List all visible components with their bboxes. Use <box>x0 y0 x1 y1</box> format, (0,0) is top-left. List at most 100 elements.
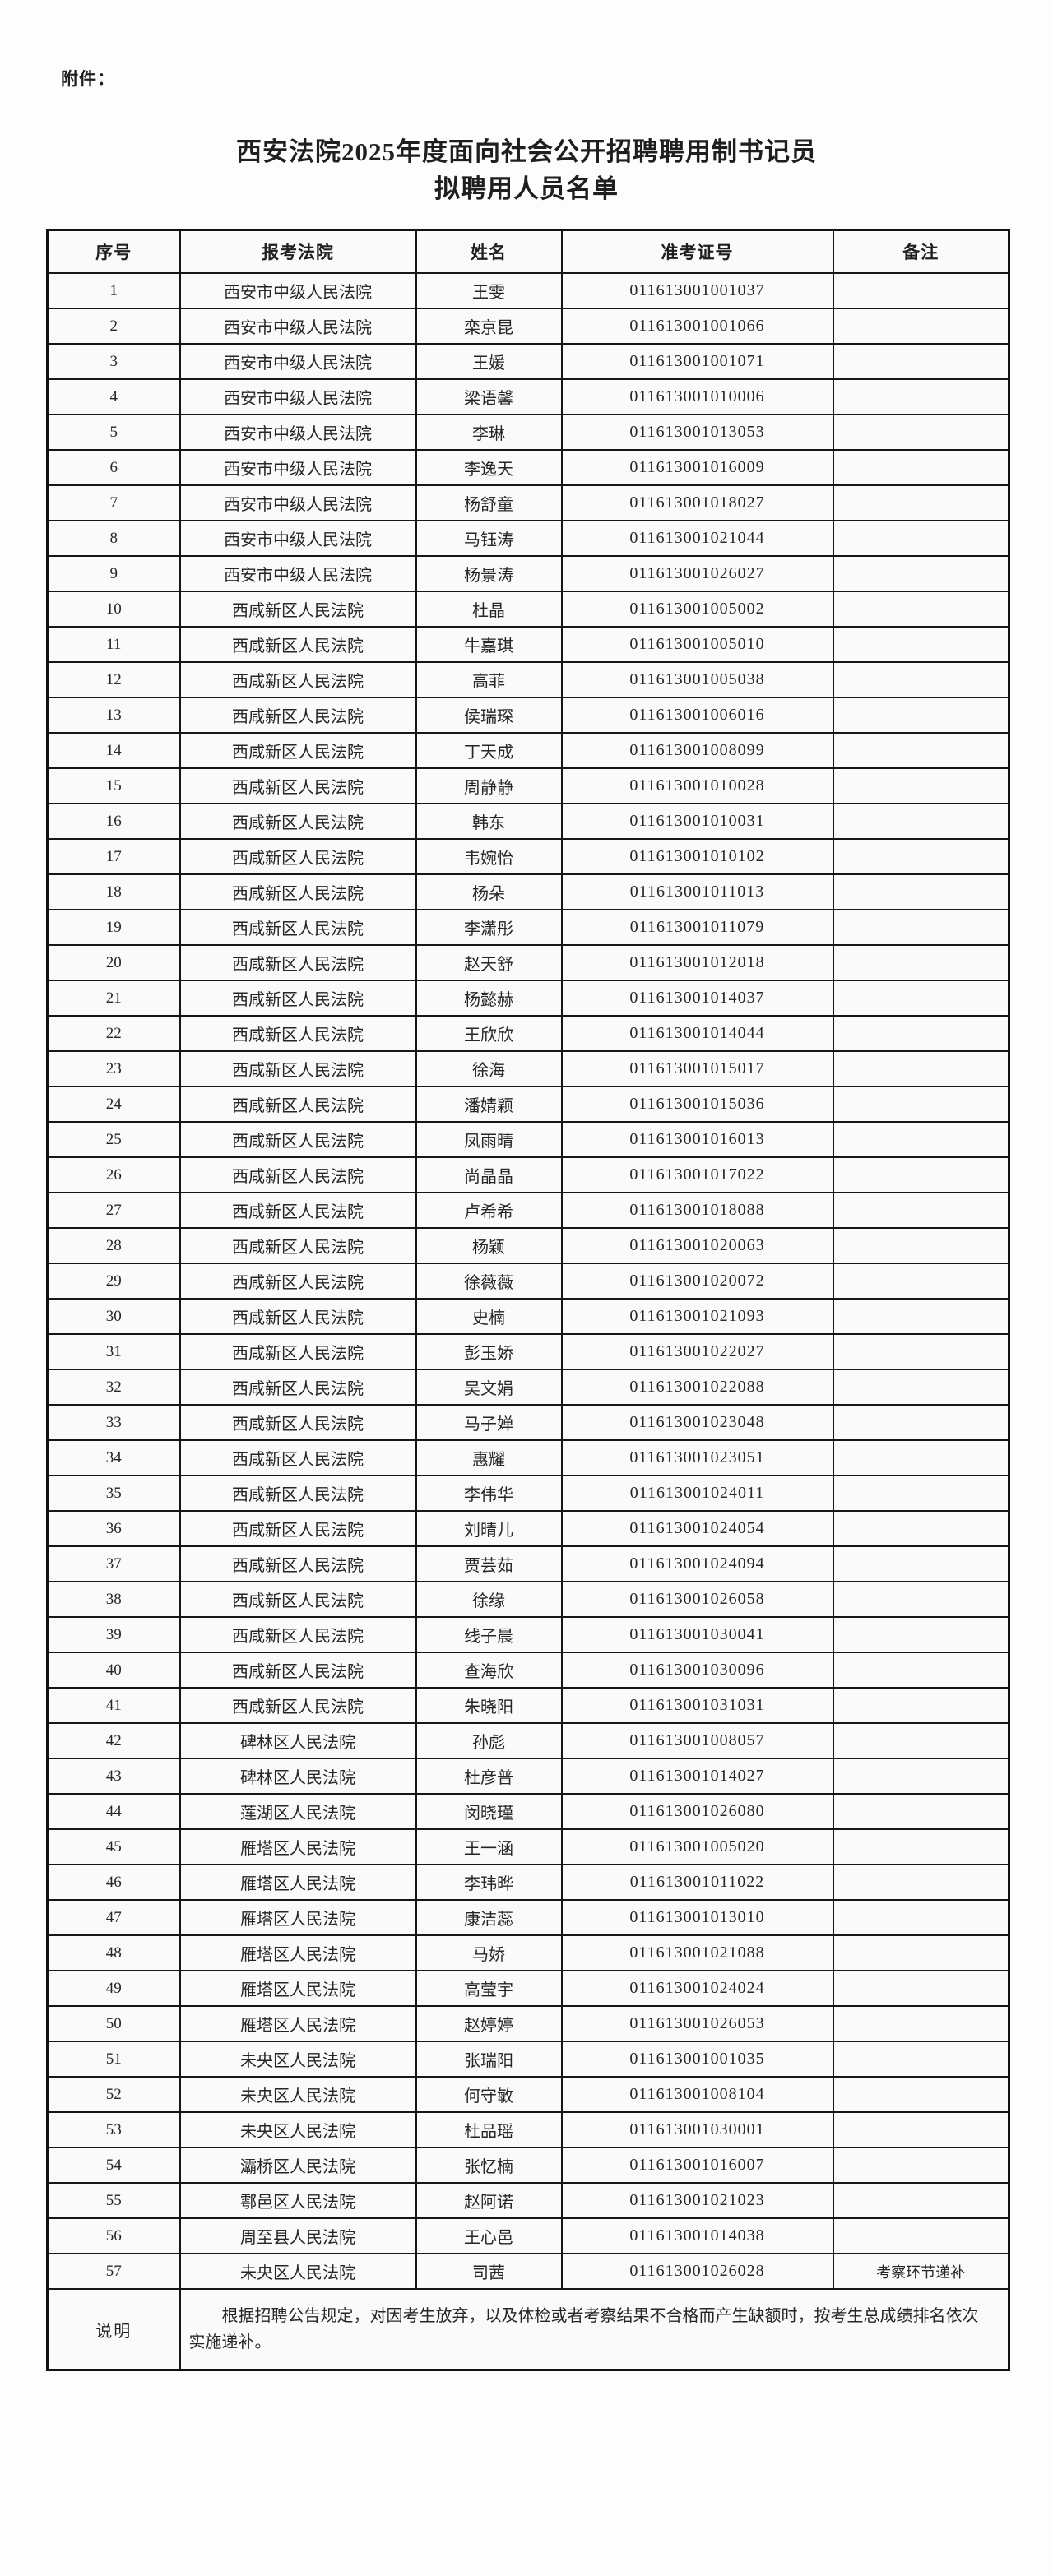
cell-ticket: 011613001010006 <box>560 378 834 415</box>
cell-name: 惠耀 <box>415 1439 563 1476</box>
cell-seq: 17 <box>46 838 181 875</box>
cell-ticket: 011613001024094 <box>560 1545 834 1582</box>
table-row: 52 未央区人民法院 何守敏 011613001008104 <box>46 2076 1010 2113</box>
cell-court: 灞桥区人民法院 <box>179 2147 417 2184</box>
cell-remark <box>832 2076 1010 2113</box>
cell-ticket: 011613001022027 <box>560 1333 834 1370</box>
cell-remark <box>832 1263 1010 1300</box>
cell-remark <box>832 1086 1010 1123</box>
cell-ticket: 011613001008057 <box>560 1722 834 1759</box>
cell-name: 栾京昆 <box>415 308 563 345</box>
cell-court: 西安市中级人民法院 <box>179 272 417 309</box>
cell-name: 李潇彤 <box>415 909 563 946</box>
cell-seq: 51 <box>46 2041 181 2078</box>
cell-ticket: 011613001026080 <box>560 1793 834 1830</box>
cell-ticket: 011613001010028 <box>560 767 834 804</box>
cell-name: 杜彦普 <box>415 1758 563 1795</box>
cell-court: 西咸新区人民法院 <box>179 1333 417 1370</box>
cell-seq: 57 <box>46 2253 181 2290</box>
cell-ticket: 011613001024024 <box>560 1970 834 2007</box>
cell-court: 西咸新区人民法院 <box>179 1263 417 1300</box>
cell-ticket: 011613001014027 <box>560 1758 834 1795</box>
cell-court: 西安市中级人民法院 <box>179 308 417 345</box>
cell-remark <box>832 1545 1010 1582</box>
cell-name: 徐海 <box>415 1050 563 1087</box>
cell-seq: 4 <box>46 378 181 415</box>
cell-seq: 49 <box>46 1970 181 2007</box>
cell-ticket: 011613001021023 <box>560 2182 834 2219</box>
cell-court: 西咸新区人民法院 <box>179 1192 417 1229</box>
cell-name: 线子晨 <box>415 1616 563 1653</box>
cell-remark <box>832 838 1010 875</box>
table-row: 3 西安市中级人民法院 王媛 011613001001071 <box>46 343 1010 380</box>
cell-seq: 14 <box>46 732 181 769</box>
table-row: 17 西咸新区人民法院 韦婉怡 011613001010102 <box>46 838 1010 875</box>
cell-name: 马子婵 <box>415 1404 563 1441</box>
cell-remark <box>832 626 1010 663</box>
cell-court: 西咸新区人民法院 <box>179 1687 417 1724</box>
cell-remark <box>832 980 1010 1017</box>
table-row: 11 西咸新区人民法院 牛嘉琪 011613001005010 <box>46 626 1010 663</box>
cell-seq: 25 <box>46 1121 181 1158</box>
table-row: 34 西咸新区人民法院 惠耀 011613001023051 <box>46 1439 1010 1476</box>
cell-court: 西咸新区人民法院 <box>179 803 417 840</box>
cell-seq: 53 <box>46 2111 181 2148</box>
cell-name: 杨朵 <box>415 873 563 910</box>
cell-remark <box>832 1439 1010 1476</box>
cell-remark <box>832 873 1010 910</box>
cell-court: 雁塔区人民法院 <box>179 1828 417 1865</box>
cell-ticket: 011613001024054 <box>560 1510 834 1547</box>
cell-seq: 45 <box>46 1828 181 1865</box>
cell-ticket: 011613001020063 <box>560 1227 834 1264</box>
note-row: 说明 根据招聘公告规定，对因考生放弃，以及体检或者考察结果不合格而产生缺额时，按… <box>46 2288 1010 2371</box>
table-row: 21 西咸新区人民法院 杨懿赫 011613001014037 <box>46 980 1010 1017</box>
cell-remark <box>832 1475 1010 1512</box>
cell-ticket: 011613001031031 <box>560 1687 834 1724</box>
cell-court: 西咸新区人民法院 <box>179 591 417 628</box>
cell-ticket: 011613001026058 <box>560 1581 834 1618</box>
cell-seq: 29 <box>46 1263 181 1300</box>
cell-seq: 35 <box>46 1475 181 1512</box>
table-header-row: 序号 报考法院 姓名 准考证号 备注 <box>46 229 1010 274</box>
cell-ticket: 011613001013010 <box>560 1899 834 1936</box>
cell-seq: 34 <box>46 1439 181 1476</box>
cell-remark <box>832 803 1010 840</box>
cell-remark <box>832 944 1010 981</box>
table-row: 40 西咸新区人民法院 查海欣 011613001030096 <box>46 1652 1010 1689</box>
table-row: 13 西咸新区人民法院 侯瑞琛 011613001006016 <box>46 697 1010 734</box>
cell-remark <box>832 732 1010 769</box>
cell-seq: 50 <box>46 2005 181 2042</box>
cell-ticket: 011613001001035 <box>560 2041 834 2078</box>
header-ticket: 准考证号 <box>560 229 834 274</box>
cell-name: 徐薇薇 <box>415 1263 563 1300</box>
table-row: 50 雁塔区人民法院 赵婷婷 011613001026053 <box>46 2005 1010 2042</box>
cell-ticket: 011613001015017 <box>560 1050 834 1087</box>
cell-seq: 6 <box>46 449 181 486</box>
table-row: 49 雁塔区人民法院 高莹宇 011613001024024 <box>46 1970 1010 2007</box>
cell-court: 未央区人民法院 <box>179 2076 417 2113</box>
cell-remark <box>832 378 1010 415</box>
cell-seq: 54 <box>46 2147 181 2184</box>
cell-seq: 13 <box>46 697 181 734</box>
cell-ticket: 011613001001066 <box>560 308 834 345</box>
cell-name: 马娇 <box>415 1934 563 1971</box>
cell-name: 侯瑞琛 <box>415 697 563 734</box>
cell-ticket: 011613001024011 <box>560 1475 834 1512</box>
cell-remark <box>832 1156 1010 1193</box>
table-row: 22 西咸新区人民法院 王欣欣 011613001014044 <box>46 1015 1010 1052</box>
cell-court: 西咸新区人民法院 <box>179 1404 417 1441</box>
cell-court: 周至县人民法院 <box>179 2217 417 2254</box>
table-row: 2 西安市中级人民法院 栾京昆 011613001001066 <box>46 308 1010 345</box>
table-row: 15 西咸新区人民法院 周静静 011613001010028 <box>46 767 1010 804</box>
cell-ticket: 011613001014038 <box>560 2217 834 2254</box>
table-row: 42 碑林区人民法院 孙彪 011613001008057 <box>46 1722 1010 1759</box>
cell-seq: 23 <box>46 1050 181 1087</box>
cell-remark <box>832 697 1010 734</box>
cell-court: 西安市中级人民法院 <box>179 520 417 557</box>
header-remark: 备注 <box>832 229 1010 274</box>
table-row: 29 西咸新区人民法院 徐薇薇 011613001020072 <box>46 1263 1010 1300</box>
cell-court: 未央区人民法院 <box>179 2041 417 2078</box>
cell-court: 西咸新区人民法院 <box>179 909 417 946</box>
cell-remark <box>832 1581 1010 1618</box>
table-row: 26 西咸新区人民法院 尚晶晶 011613001017022 <box>46 1156 1010 1193</box>
